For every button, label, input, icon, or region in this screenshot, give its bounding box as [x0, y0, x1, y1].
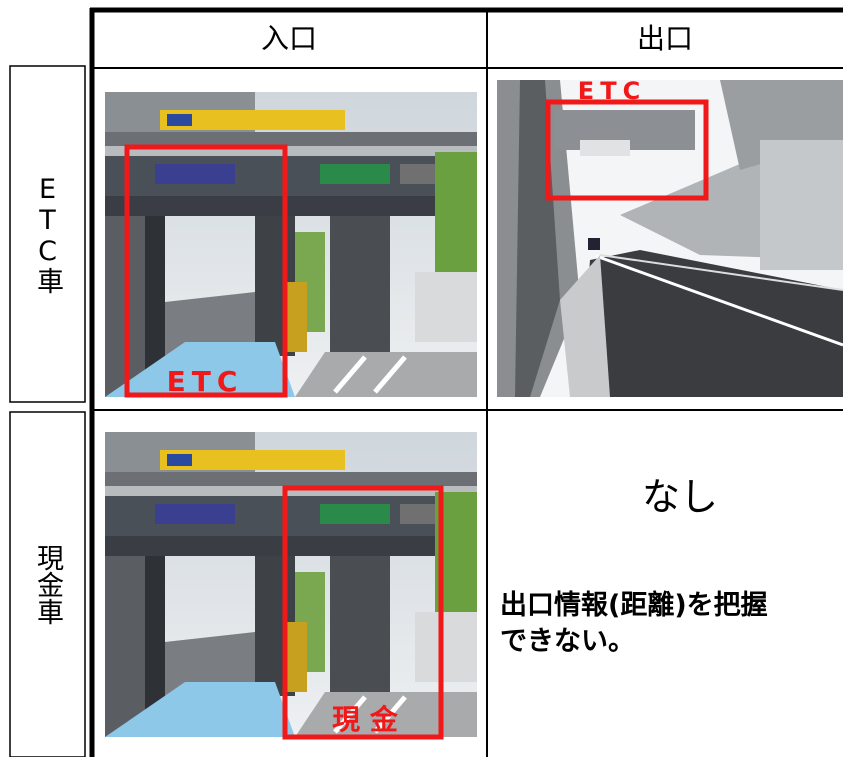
highlight-box	[124, 144, 288, 398]
exit-note: できない。	[500, 626, 635, 657]
row-label-box	[9, 411, 86, 757]
highlight-box	[282, 485, 444, 740]
column-header: 入口	[261, 22, 317, 55]
exit-status: なし	[642, 475, 718, 519]
photo-tag: ETC	[167, 365, 244, 398]
column-header: 出口	[637, 22, 693, 55]
photo-tag: ETC	[578, 77, 646, 105]
photo	[105, 92, 477, 397]
photo-tag: 現 金	[332, 703, 399, 736]
highlight-box	[545, 99, 709, 201]
row-label-box	[9, 65, 86, 403]
photo	[105, 432, 477, 737]
row-label: 現金車	[32, 544, 63, 625]
row-label: ETC車	[32, 174, 63, 294]
exit-note: 出口情報(距離)を把握	[500, 589, 768, 621]
photo	[497, 80, 843, 397]
